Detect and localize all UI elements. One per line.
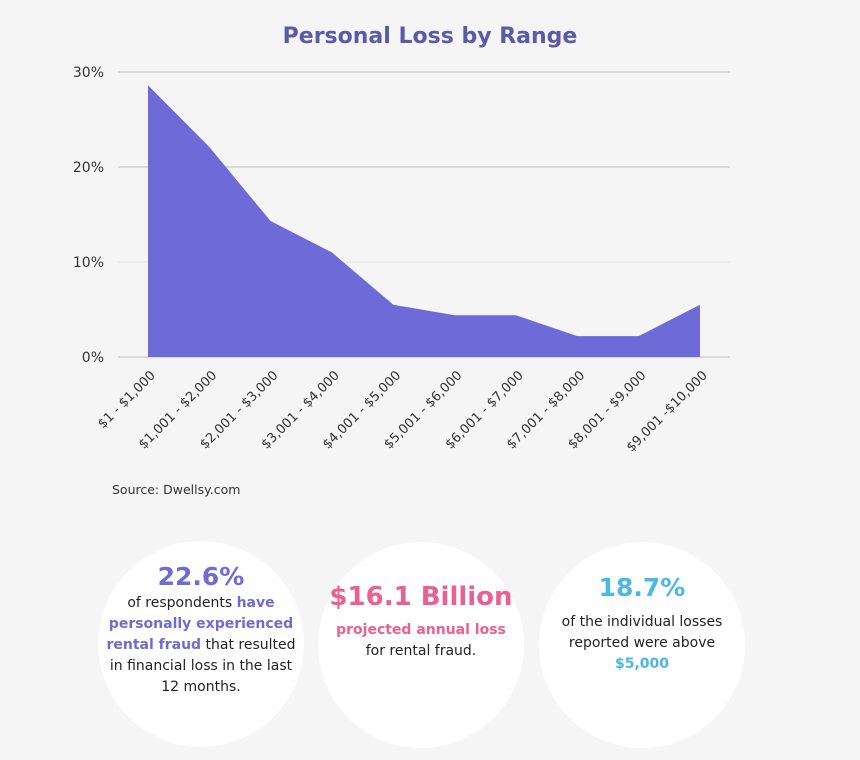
stat-value: 22.6%: [157, 562, 245, 591]
area-series: [147, 85, 701, 358]
y-tick-label: 30%: [73, 65, 104, 81]
y-tick-label: 10%: [73, 255, 104, 271]
stat-description: of the individual losses reported were a…: [557, 612, 727, 675]
stat-value: $16.1 Billion: [329, 582, 513, 612]
stat-value: 18.7%: [598, 573, 686, 602]
x-tick-label: $1 - $1,000: [95, 368, 159, 432]
stat-circle-above-5000: 18.7% of the individual losses reported …: [539, 542, 745, 748]
y-tick-label: 0%: [82, 350, 104, 366]
stat-circle-respondents: 22.6% of respondents have personally exp…: [98, 541, 304, 747]
stat-text-highlight: $5,000: [614, 656, 670, 672]
stat-text-highlight: projected annual loss: [336, 622, 506, 638]
stat-text-part: of the individual losses reported were a…: [561, 614, 723, 651]
area-fill: [148, 85, 700, 358]
y-tick-label: 20%: [73, 160, 104, 176]
stat-text-part: that resulted in financial loss in the l…: [109, 637, 296, 695]
stat-text-highlight: have personally experienced rental fraud: [106, 595, 294, 653]
x-axis-ticks: $1 - $1,000$1,001 - $2,000$2,001 - $3,00…: [95, 368, 711, 455]
stat-text-part: for rental fraud.: [365, 643, 477, 659]
source-note: Source: Dwellsy.com: [112, 482, 241, 497]
stat-description: projected annual loss for rental fraud.: [331, 620, 511, 662]
stat-description: of respondents have personally experienc…: [103, 593, 299, 698]
stat-text-part: of respondents: [127, 595, 237, 611]
area-chart: 0% 10% 20% 30% $1 - $1,000$1,001 - $2,000$2…: [73, 65, 730, 455]
y-axis-ticks: 0% 10% 20% 30%: [73, 65, 104, 366]
chart-title: Personal Loss by Range: [282, 24, 578, 49]
stat-circle-annual-loss: $16.1 Billion projected annual loss for …: [318, 542, 524, 748]
